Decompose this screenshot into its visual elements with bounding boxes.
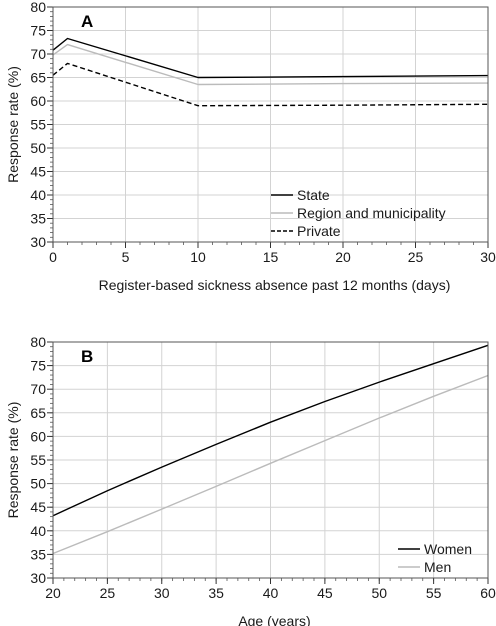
y-tick-label: 35: [30, 211, 46, 227]
legend-label: Private: [297, 223, 341, 239]
y-tick-label: 60: [30, 93, 46, 109]
x-tick-label: 20: [45, 585, 61, 601]
y-tick-label: 35: [30, 546, 46, 562]
legend-label: State: [297, 187, 330, 203]
x-tick-label: 30: [154, 585, 170, 601]
y-tick-label: 40: [30, 523, 46, 539]
y-axis-label: Response rate (%): [5, 402, 21, 519]
x-tick-label: 50: [371, 585, 387, 601]
plot-frame: [52, 6, 489, 243]
y-tick-label: 70: [30, 46, 46, 62]
plot-frame: [52, 341, 489, 579]
series-line-region-and-municipality: [52, 43, 489, 86]
x-tick-label: 5: [122, 249, 130, 265]
panel-label: A: [81, 12, 93, 31]
x-tick-label: 15: [263, 249, 279, 265]
x-tick-label: 25: [100, 585, 116, 601]
y-tick-label: 60: [30, 428, 46, 444]
x-tick-label: 55: [426, 585, 442, 601]
y-tick-label: 65: [30, 405, 46, 421]
y-tick-label: 45: [30, 499, 46, 515]
x-tick-label: 30: [480, 249, 496, 265]
x-tick-label: 60: [480, 585, 496, 601]
series-line-private: [52, 62, 489, 107]
series-line-women: [52, 344, 489, 517]
x-axis-label: Age (years): [238, 613, 310, 626]
chart-panel-b: 20 25 30 35 40 45 50 55 60 30 35 40 45 50 55 60 65 70 75 80…: [5, 334, 496, 626]
y-axis-label: Response rate (%): [5, 66, 21, 183]
y-tick-label: 55: [30, 452, 46, 468]
x-tick-label: 0: [49, 249, 57, 265]
legend-label: Women: [424, 541, 472, 557]
y-tick-label: 55: [30, 117, 46, 133]
x-tick-label: 40: [263, 585, 279, 601]
series-line-state: [52, 37, 489, 79]
y-tick-label: 80: [30, 0, 46, 15]
y-tick-label: 50: [30, 140, 46, 156]
x-tick-label: 45: [317, 585, 333, 601]
legend-label: Men: [424, 559, 451, 575]
y-tick-label: 40: [30, 187, 46, 203]
y-tick-label: 30: [30, 570, 46, 586]
series-line-men: [52, 374, 489, 555]
y-tick-label: 75: [30, 358, 46, 374]
chart-panel-a: 0 5 10 15 20 25 30 30 35 40 45 50 55 60 65 70 75 80 A State…: [5, 0, 496, 293]
y-tick-label: 80: [30, 334, 46, 350]
x-tick-label: 25: [408, 249, 424, 265]
x-tick-label: 10: [190, 249, 206, 265]
x-axis-label: Register-based sickness absence past 12 …: [99, 277, 451, 293]
y-tick-label: 65: [30, 70, 46, 86]
y-tick-label: 75: [30, 23, 46, 39]
legend-label: Region and municipality: [297, 205, 446, 221]
y-tick-label: 70: [30, 381, 46, 397]
panel-label: B: [81, 347, 93, 366]
x-tick-label: 35: [208, 585, 224, 601]
y-tick-label: 30: [30, 234, 46, 250]
y-tick-label: 45: [30, 164, 46, 180]
x-tick-label: 20: [335, 249, 351, 265]
y-tick-label: 50: [30, 476, 46, 492]
